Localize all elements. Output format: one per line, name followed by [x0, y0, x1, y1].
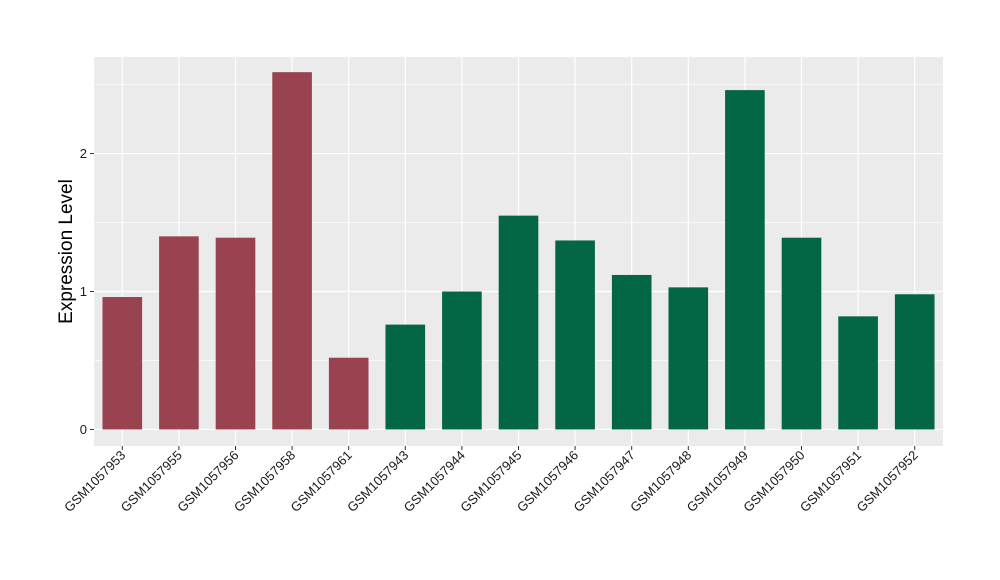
bar-GSM1057955: [159, 236, 199, 430]
y-axis: 0 1 2: [80, 146, 94, 437]
bar-GSM1057949: [725, 90, 765, 430]
bar-GSM1057950: [781, 237, 822, 430]
bar-GSM1057952: [894, 294, 935, 430]
x-axis: GSM1057953GSM1057955GSM1057956GSM1057958…: [61, 446, 921, 515]
bar-GSM1057947: [611, 274, 652, 430]
bar-GSM1057944: [442, 291, 482, 430]
bars: [102, 72, 935, 430]
bar-GSM1057961: [328, 357, 369, 430]
bar-GSM1057958: [272, 72, 312, 430]
y-tick-label: 1: [80, 284, 87, 299]
bar-GSM1057956: [215, 237, 256, 430]
bar-GSM1057946: [555, 240, 595, 430]
bar-GSM1057943: [385, 324, 426, 430]
y-axis-title: Expression Level: [56, 179, 77, 324]
bar-GSM1057948: [668, 287, 709, 430]
bar-GSM1057945: [498, 215, 539, 430]
bar-GSM1057953: [102, 297, 143, 430]
y-tick-label: 0: [80, 422, 87, 437]
bar-GSM1057951: [838, 316, 878, 430]
y-tick-label: 2: [80, 146, 87, 161]
